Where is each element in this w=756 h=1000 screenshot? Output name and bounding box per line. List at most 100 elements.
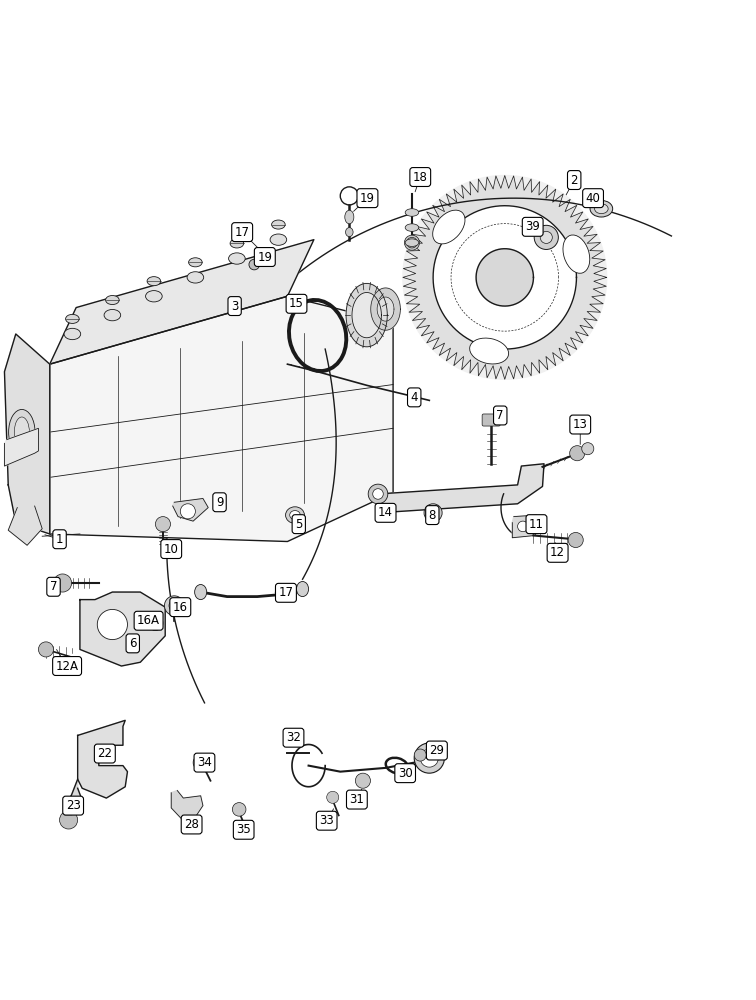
Text: 9: 9	[215, 496, 223, 509]
Polygon shape	[376, 464, 544, 513]
Text: 1: 1	[56, 533, 64, 546]
Ellipse shape	[147, 277, 161, 286]
Text: 7: 7	[50, 580, 57, 593]
Circle shape	[39, 642, 54, 657]
Polygon shape	[8, 506, 42, 545]
Circle shape	[518, 521, 528, 532]
Ellipse shape	[405, 239, 419, 246]
Polygon shape	[513, 515, 537, 538]
Circle shape	[355, 773, 370, 788]
Circle shape	[414, 749, 426, 761]
Ellipse shape	[345, 210, 354, 224]
Circle shape	[541, 231, 553, 243]
Text: 4: 4	[411, 391, 418, 404]
Text: 18: 18	[413, 171, 428, 184]
Polygon shape	[403, 176, 606, 379]
Ellipse shape	[594, 204, 608, 214]
Polygon shape	[50, 296, 393, 542]
Text: 16A: 16A	[137, 614, 160, 627]
Polygon shape	[172, 498, 208, 521]
Circle shape	[429, 508, 438, 517]
Ellipse shape	[296, 581, 308, 597]
Polygon shape	[370, 288, 401, 330]
Text: 14: 14	[378, 506, 393, 519]
Ellipse shape	[66, 314, 79, 323]
Ellipse shape	[146, 291, 163, 302]
Text: 10: 10	[164, 543, 178, 556]
Ellipse shape	[228, 253, 245, 264]
Ellipse shape	[563, 235, 590, 273]
Circle shape	[232, 803, 246, 816]
Ellipse shape	[187, 272, 203, 283]
Polygon shape	[50, 240, 314, 364]
Text: 8: 8	[429, 509, 436, 522]
Text: 31: 31	[349, 793, 364, 806]
Ellipse shape	[432, 210, 465, 244]
Ellipse shape	[286, 507, 305, 523]
Text: 39: 39	[525, 220, 540, 233]
Polygon shape	[5, 334, 50, 534]
Circle shape	[570, 446, 584, 461]
Ellipse shape	[469, 338, 509, 364]
Polygon shape	[67, 779, 82, 811]
Text: 23: 23	[66, 799, 81, 812]
Circle shape	[327, 791, 339, 803]
Ellipse shape	[590, 200, 612, 217]
Text: 17: 17	[234, 226, 249, 239]
Ellipse shape	[290, 511, 300, 520]
Text: 32: 32	[286, 731, 301, 744]
Polygon shape	[172, 791, 203, 821]
Text: 29: 29	[429, 744, 445, 757]
Text: 6: 6	[129, 637, 137, 650]
Ellipse shape	[271, 220, 285, 229]
Circle shape	[148, 615, 163, 631]
Text: 15: 15	[289, 297, 304, 310]
Text: 3: 3	[231, 300, 238, 313]
Ellipse shape	[270, 234, 287, 245]
Ellipse shape	[104, 309, 121, 321]
FancyBboxPatch shape	[482, 414, 500, 426]
Circle shape	[414, 743, 445, 773]
Text: 33: 33	[319, 814, 334, 827]
Text: 34: 34	[197, 756, 212, 769]
Polygon shape	[5, 428, 39, 466]
Circle shape	[373, 489, 383, 499]
Text: 13: 13	[573, 418, 587, 431]
Text: 28: 28	[184, 818, 199, 831]
Text: 22: 22	[98, 747, 113, 760]
Circle shape	[424, 504, 442, 522]
Polygon shape	[377, 297, 394, 321]
Text: 11: 11	[529, 518, 544, 531]
Polygon shape	[346, 283, 387, 347]
Text: 19: 19	[360, 192, 375, 205]
Circle shape	[98, 609, 128, 640]
Text: 19: 19	[257, 251, 272, 264]
Text: 17: 17	[278, 586, 293, 599]
Circle shape	[407, 237, 417, 248]
Circle shape	[180, 504, 195, 519]
Polygon shape	[476, 249, 534, 306]
Text: 16: 16	[173, 601, 187, 614]
Text: 40: 40	[586, 192, 600, 205]
Ellipse shape	[14, 417, 29, 447]
Text: 12A: 12A	[56, 660, 79, 673]
Circle shape	[534, 225, 559, 249]
Polygon shape	[78, 720, 128, 798]
Polygon shape	[433, 206, 577, 349]
Ellipse shape	[64, 328, 81, 340]
Ellipse shape	[188, 258, 202, 267]
Circle shape	[60, 811, 78, 829]
Circle shape	[420, 749, 438, 767]
Circle shape	[165, 596, 184, 615]
Polygon shape	[352, 292, 381, 338]
Circle shape	[368, 484, 388, 504]
Circle shape	[569, 532, 584, 548]
Text: 5: 5	[295, 518, 302, 531]
Circle shape	[54, 574, 72, 592]
Text: 2: 2	[571, 174, 578, 187]
Text: 12: 12	[550, 546, 565, 559]
Ellipse shape	[230, 239, 243, 248]
Circle shape	[156, 517, 171, 532]
Circle shape	[193, 755, 208, 770]
Ellipse shape	[106, 296, 119, 305]
